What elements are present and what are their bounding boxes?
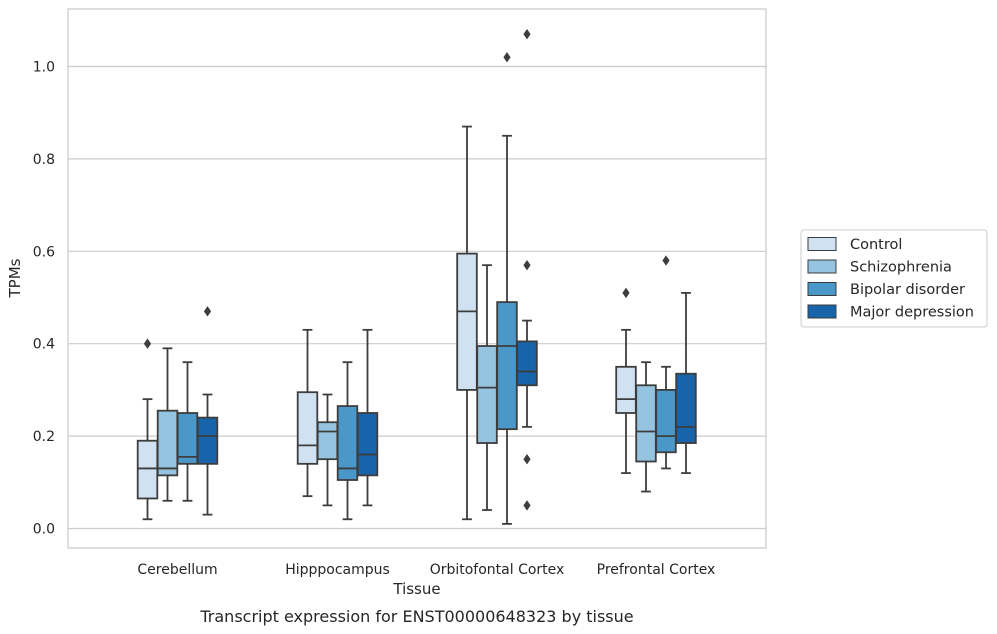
outlier-point bbox=[523, 28, 531, 40]
outlier-point bbox=[143, 338, 152, 349]
box-2-0 bbox=[176, 361, 199, 502]
box-iqr bbox=[675, 372, 697, 444]
legend-label: Bipolar disorder bbox=[850, 282, 965, 298]
x-tick-label: Orbitofontal Cortex bbox=[430, 562, 565, 578]
x-tick-label: Prefrontal Cortex bbox=[597, 562, 716, 578]
outlier-point bbox=[503, 52, 511, 63]
box-iqr bbox=[655, 388, 677, 454]
box-3-2 bbox=[516, 28, 538, 511]
box-1-1 bbox=[316, 393, 339, 507]
legend: Control Schizophrenia Bipolar disorder Majo… bbox=[800, 229, 988, 328]
box-3-1 bbox=[356, 328, 379, 507]
y-tick-label: 1.0 bbox=[33, 60, 55, 76]
legend-label: Control bbox=[850, 237, 902, 253]
legend-item: Bipolar disorder bbox=[807, 282, 965, 298]
box-iqr bbox=[476, 345, 498, 444]
legend-item: Schizophrenia bbox=[807, 259, 952, 276]
legend-label: Major depression bbox=[850, 305, 974, 321]
legend-items: Control Schizophrenia Bipolar disorder Majo… bbox=[807, 237, 974, 321]
y-tick-label: 0.8 bbox=[33, 152, 55, 168]
box-iqr bbox=[635, 384, 657, 463]
box-iqr bbox=[496, 301, 518, 431]
box-iqr bbox=[516, 340, 538, 387]
y-tick-label: 0.4 bbox=[33, 337, 55, 353]
y-tick-label: 0.6 bbox=[33, 244, 55, 260]
outlier-point bbox=[523, 454, 531, 465]
legend-swatch bbox=[807, 282, 837, 296]
box-iqr bbox=[136, 439, 159, 500]
y-tick-label: 0.2 bbox=[33, 429, 55, 445]
outlier-point bbox=[523, 259, 531, 271]
outlier-point bbox=[662, 255, 670, 266]
box-iqr bbox=[296, 391, 319, 465]
plot-frame bbox=[67, 8, 767, 549]
box-2-2 bbox=[496, 52, 518, 525]
box-1-3 bbox=[635, 361, 657, 493]
legend-label: Schizophrenia bbox=[850, 260, 952, 276]
x-tick-labels: Cerebellum Hipppocampus Orbitofontal Corte… bbox=[137, 562, 715, 578]
box-3-0 bbox=[196, 306, 219, 516]
outlier-point bbox=[622, 287, 630, 299]
box-3-3 bbox=[675, 291, 697, 474]
box-plots bbox=[136, 28, 697, 525]
x-tick-label: Cerebellum bbox=[137, 562, 217, 578]
box-1-0 bbox=[156, 347, 179, 502]
box-iqr bbox=[316, 421, 339, 461]
box-0-3 bbox=[615, 287, 637, 474]
box-iqr bbox=[356, 412, 379, 477]
box-2-3 bbox=[655, 255, 677, 470]
box-2-1 bbox=[336, 361, 359, 521]
box-iqr bbox=[456, 252, 478, 391]
box-0-2 bbox=[456, 125, 478, 521]
y-axis-label: TPMs bbox=[6, 258, 24, 298]
legend-swatch bbox=[807, 259, 837, 274]
box-iqr bbox=[196, 416, 219, 465]
chart-caption: Transcript expression for ENST0000064832… bbox=[199, 607, 633, 626]
legend-item: Major depression bbox=[807, 304, 974, 321]
box-0-0 bbox=[136, 338, 159, 521]
legend-swatch bbox=[807, 304, 837, 319]
box-1-2 bbox=[476, 264, 498, 511]
x-tick-label: Hipppocampus bbox=[285, 562, 390, 578]
y-tick-labels: 0.0 0.2 0.4 0.6 0.8 1.0 bbox=[33, 60, 55, 538]
legend-swatch bbox=[807, 237, 837, 251]
box-iqr bbox=[156, 409, 179, 477]
legend-frame bbox=[800, 229, 988, 328]
x-axis-label: Tissue bbox=[392, 580, 440, 598]
box-iqr bbox=[615, 365, 637, 414]
legend-item: Control bbox=[807, 237, 902, 253]
outlier-point bbox=[203, 306, 212, 317]
box-0-1 bbox=[296, 328, 319, 498]
y-tick-label: 0.0 bbox=[33, 522, 55, 538]
outlier-point bbox=[523, 500, 531, 511]
